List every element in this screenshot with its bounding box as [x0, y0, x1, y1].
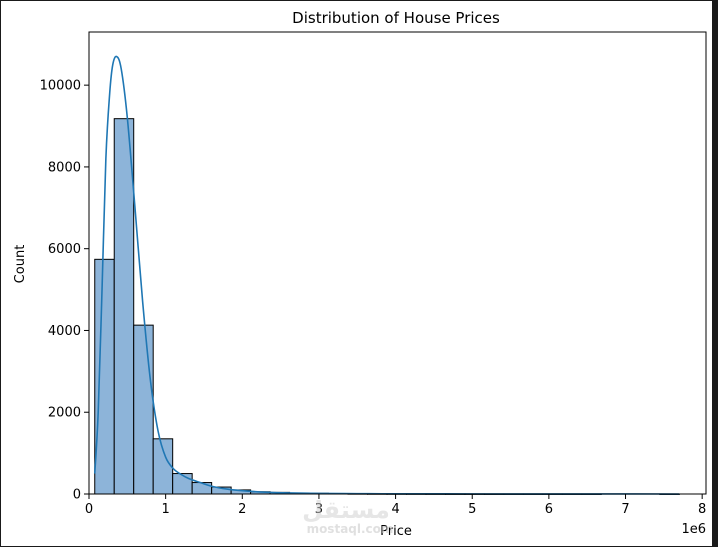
histogram-bar	[191, 482, 213, 495]
x-tick-label: 1	[162, 502, 170, 517]
watermark-arabic: مستقل	[302, 496, 390, 524]
watermark: مستقل mostaql.com	[302, 496, 393, 536]
y-tick-label: 8000	[48, 160, 81, 175]
y-tick-label: 0	[73, 488, 81, 503]
x-tick-label: 3	[315, 502, 323, 517]
y-tick-label: 10000	[40, 79, 81, 94]
x-tick-label: 0	[85, 502, 93, 517]
x-axis-label: Price	[380, 524, 412, 539]
y-axis-label: Count	[13, 245, 28, 284]
x-axis-ticks: 0 1 2 3 4 5 6 7 8	[85, 494, 706, 517]
histogram-bar	[113, 118, 135, 495]
x-axis-offset-label: 1e6	[681, 522, 706, 537]
x-tick-label: 7	[621, 502, 629, 517]
chart-title: Distribution of House Prices	[292, 9, 500, 27]
histogram-bar	[152, 438, 174, 495]
y-tick-label: 2000	[48, 406, 81, 421]
x-tick-label: 5	[468, 502, 476, 517]
y-axis-ticks: 0 2000 4000 6000 8000 10000	[40, 79, 89, 503]
y-tick-label: 6000	[48, 242, 81, 257]
histogram-bars	[94, 118, 680, 495]
watermark-latin: mostaql.com	[307, 522, 394, 536]
histogram-bar	[133, 324, 154, 495]
kde-curve	[93, 55, 680, 495]
histogram-bar	[94, 258, 115, 495]
x-tick-label: 2	[238, 502, 246, 517]
plot-area-frame	[88, 31, 707, 495]
window-edge	[712, 0, 718, 547]
histogram-bar	[172, 473, 193, 495]
y-tick-label: 4000	[48, 324, 81, 339]
x-tick-label: 4	[391, 502, 399, 517]
x-tick-label: 8	[698, 502, 706, 517]
x-tick-label: 6	[545, 502, 553, 517]
